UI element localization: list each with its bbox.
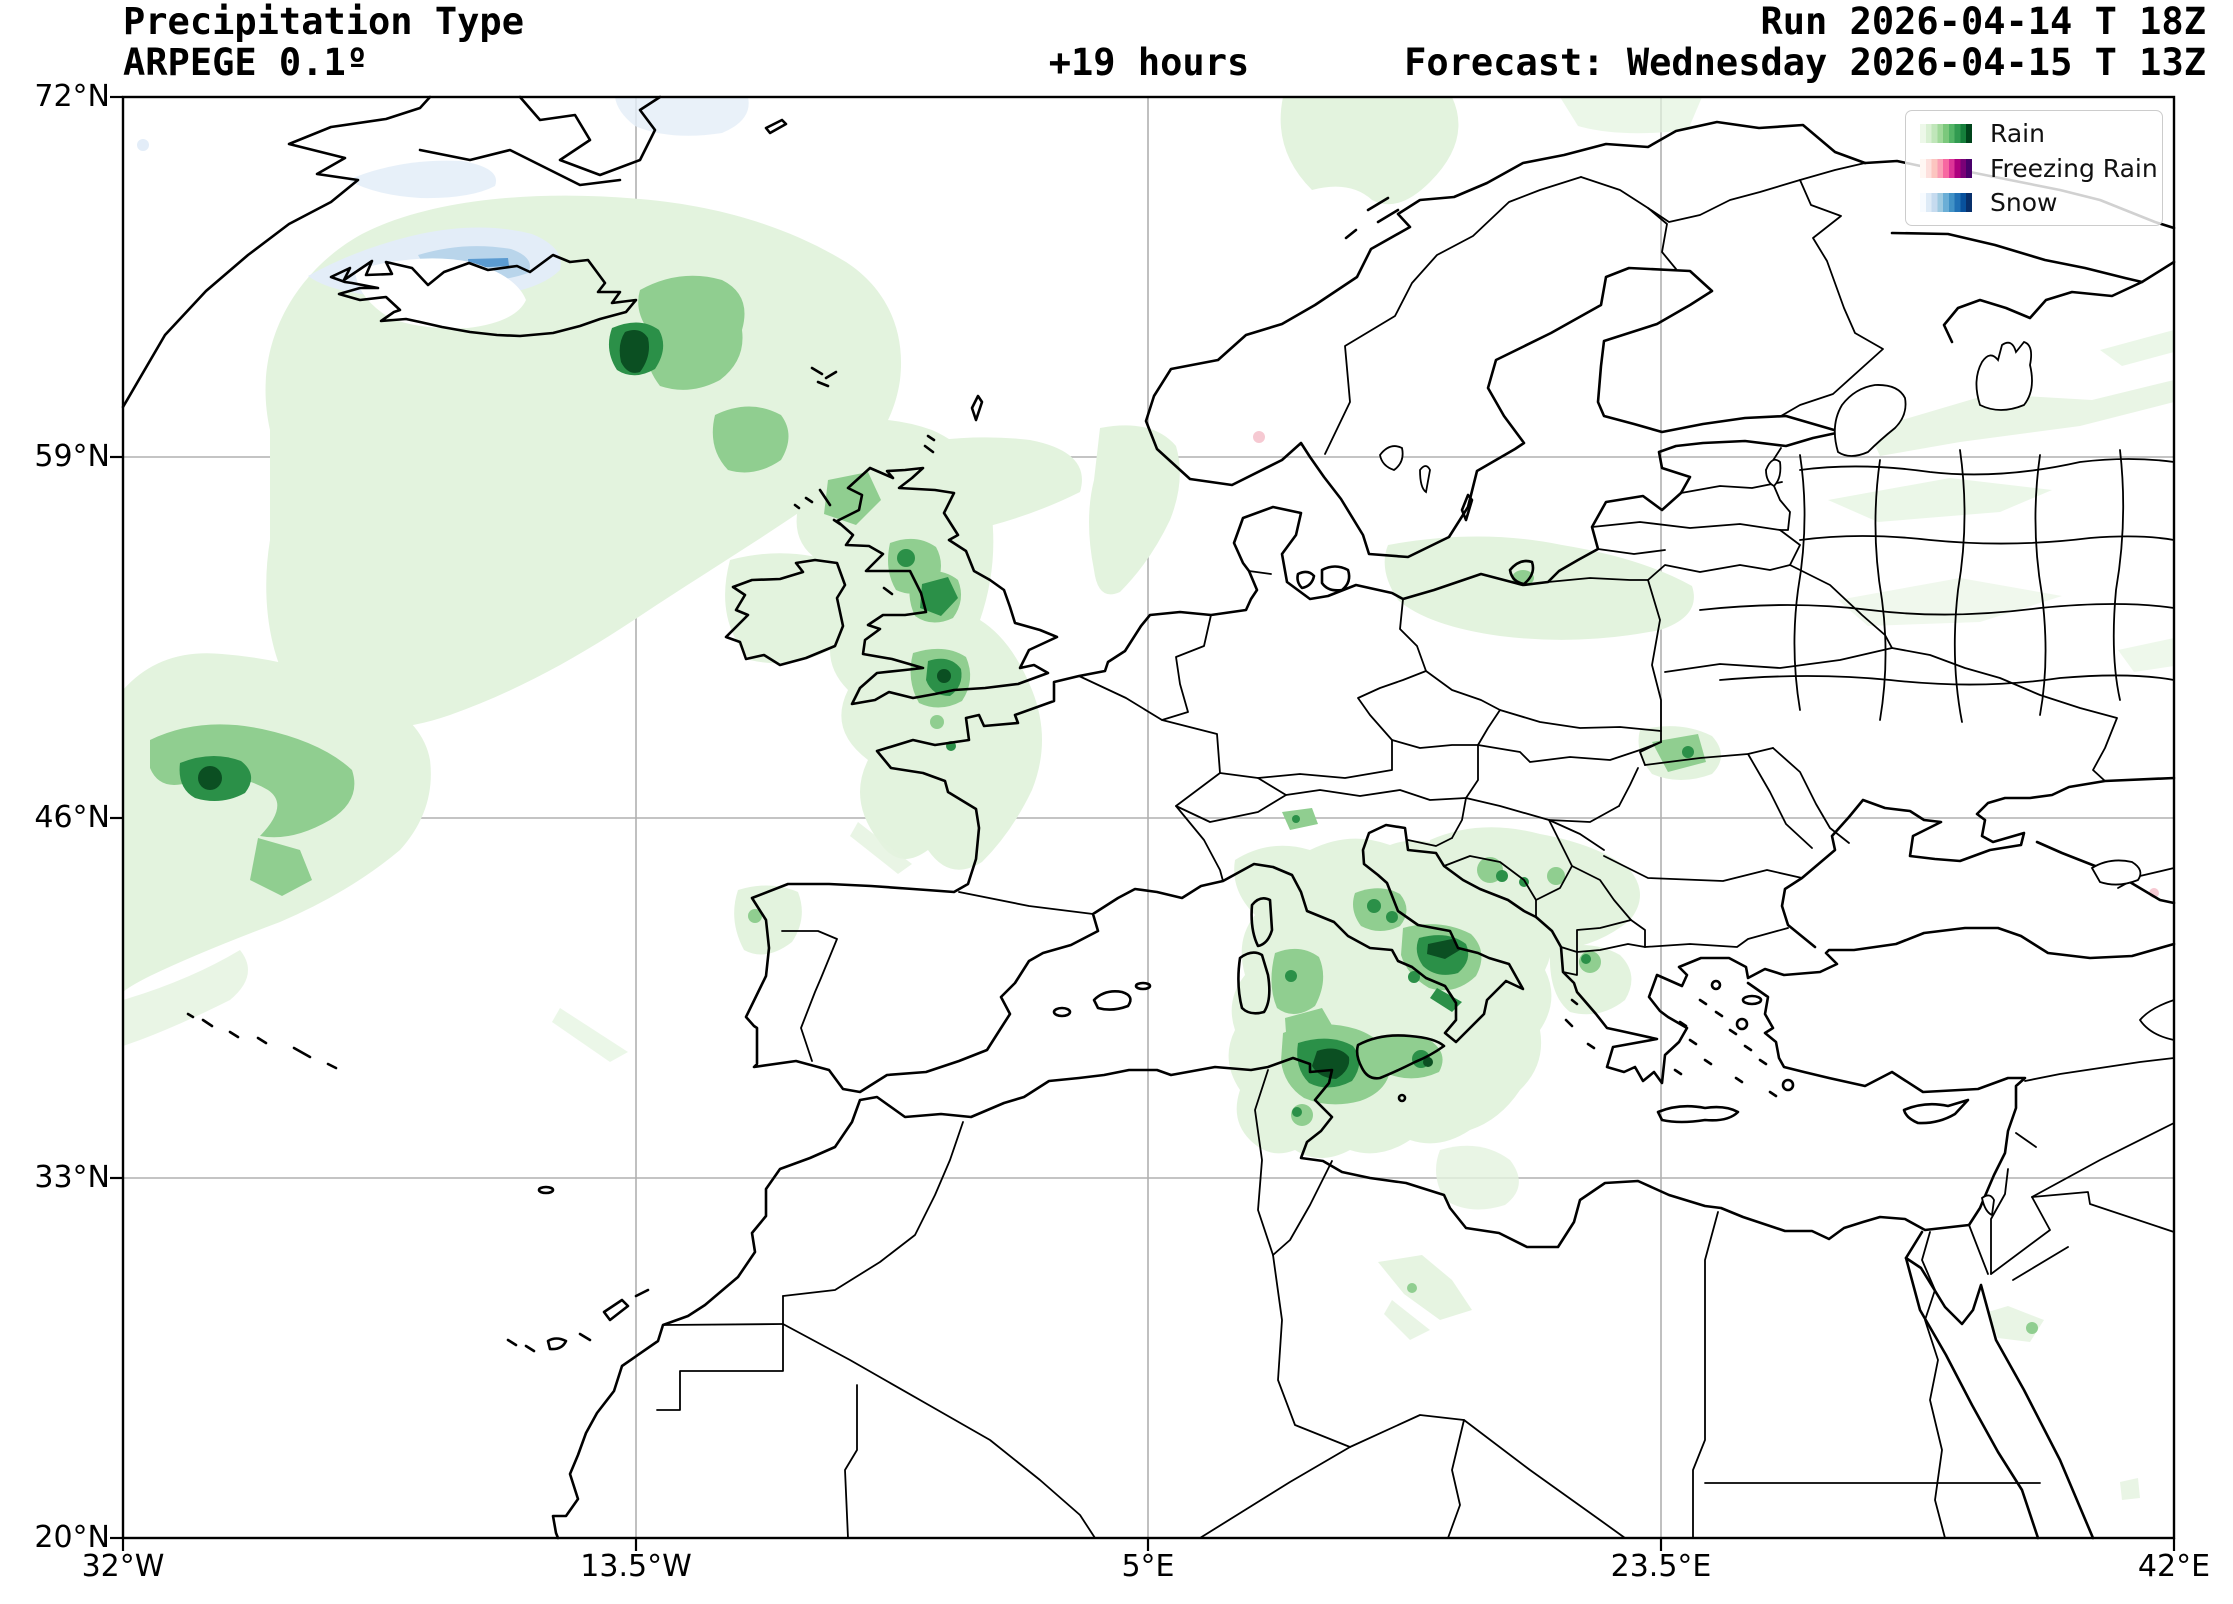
plot-border: [121, 95, 2176, 1540]
rain-light-layer: [123, 97, 2174, 1500]
legend-label-rain: Rain: [1990, 118, 2045, 148]
page-title: Precipitation Type: [123, 0, 524, 43]
lat-tick-label: 72°N: [34, 79, 110, 114]
snow-swatch: [1920, 193, 1972, 213]
lon-tick-label: 23.5°E: [1610, 1549, 1712, 1584]
lat-tick-label: 59°N: [34, 439, 110, 474]
lon-tick-label: 42°E: [2137, 1549, 2211, 1584]
freezing-rain-swatch: [1920, 158, 1972, 178]
legend-row-freezing-rain: Freezing Rain: [1906, 154, 2162, 183]
model-subtitle: ARPEGE 0.1º: [123, 41, 369, 84]
legend-row-snow: Snow: [1906, 188, 2162, 217]
legend: Rain Freezing Rain Snow: [1905, 110, 2163, 226]
lat-tick-label: 33°N: [34, 1160, 110, 1195]
lakes: [1379, 340, 2142, 1217]
rain-swatch: [1920, 123, 1972, 143]
country-borders: [656, 162, 2175, 1539]
lat-tick-label: 46°N: [34, 800, 110, 835]
run-timestamp: Run 2026-04-14 T 18Z: [1760, 0, 2206, 43]
lat-tick-label: 20°N: [34, 1520, 110, 1555]
legend-label-snow: Snow: [1990, 188, 2058, 218]
lon-tick-label: 5°E: [1121, 1549, 1175, 1584]
axis-ticks: [110, 95, 2176, 1551]
forecast-timestamp: Forecast: Wednesday 2026-04-15 T 13Z: [1404, 41, 2206, 84]
lon-tick-label: 32°W: [81, 1549, 165, 1584]
coastlines: [121, 95, 2176, 1540]
lead-time-label: +19 hours: [1048, 41, 1250, 84]
legend-label-freezing-rain: Freezing Rain: [1990, 153, 2158, 183]
legend-row-rain: Rain: [1906, 119, 2162, 148]
rain-moderate-layer: [150, 275, 2038, 1334]
lon-tick-label: 13.5°W: [580, 1549, 692, 1584]
